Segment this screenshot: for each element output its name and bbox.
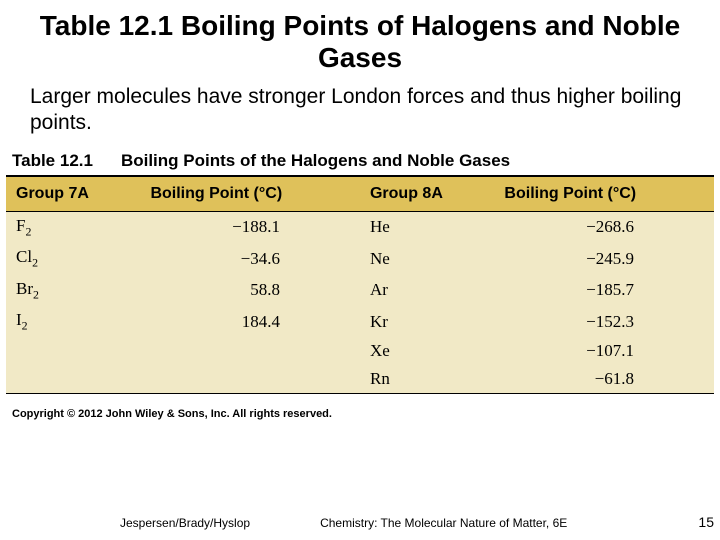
cell-bp7 bbox=[140, 337, 360, 365]
cell-group8a: Xe bbox=[360, 337, 494, 365]
slide-title: Table 12.1 Boiling Points of Halogens an… bbox=[0, 0, 720, 78]
cell-bp7: −34.6 bbox=[140, 243, 360, 274]
table-region: Table 12.1 Boiling Points of the Halogen… bbox=[0, 145, 720, 421]
cell-bp7 bbox=[140, 365, 360, 394]
table-row: Br258.8Ar−185.7 bbox=[6, 275, 714, 306]
table-header-row: Group 7A Boiling Point (°C) Group 8A Boi… bbox=[6, 176, 714, 212]
copyright-line: Copyright © 2012 John Wiley & Sons, Inc.… bbox=[6, 394, 714, 420]
footer-book: Chemistry: The Molecular Nature of Matte… bbox=[320, 516, 567, 530]
cell-bp8: −61.8 bbox=[494, 365, 714, 394]
cell-bp8: −107.1 bbox=[494, 337, 714, 365]
slide-subtitle: Larger molecules have stronger London fo… bbox=[0, 78, 720, 144]
cell-bp7: 58.8 bbox=[140, 275, 360, 306]
cell-group8a: Ar bbox=[360, 275, 494, 306]
boiling-points-table: Group 7A Boiling Point (°C) Group 8A Boi… bbox=[6, 175, 714, 395]
cell-bp8: −245.9 bbox=[494, 243, 714, 274]
table-row: Rn−61.8 bbox=[6, 365, 714, 394]
table-row: Xe−107.1 bbox=[6, 337, 714, 365]
col-group8a: Group 8A bbox=[360, 176, 494, 212]
cell-group7a bbox=[6, 337, 140, 365]
col-group7a: Group 7A bbox=[6, 176, 140, 212]
cell-group7a bbox=[6, 365, 140, 394]
table-caption-row: Table 12.1 Boiling Points of the Halogen… bbox=[6, 145, 714, 175]
cell-bp7: −188.1 bbox=[140, 211, 360, 243]
cell-group8a: Ne bbox=[360, 243, 494, 274]
cell-bp8: −152.3 bbox=[494, 306, 714, 337]
table-row: I2184.4Kr−152.3 bbox=[6, 306, 714, 337]
cell-bp7: 184.4 bbox=[140, 306, 360, 337]
slide-footer: Jespersen/Brady/Hyslop Chemistry: The Mo… bbox=[0, 516, 720, 530]
footer-authors: Jespersen/Brady/Hyslop bbox=[120, 516, 250, 530]
col-bp8: Boiling Point (°C) bbox=[494, 176, 714, 212]
cell-group7a: I2 bbox=[6, 306, 140, 337]
cell-group7a: F2 bbox=[6, 211, 140, 243]
table-row: Cl2−34.6Ne−245.9 bbox=[6, 243, 714, 274]
table-label: Table 12.1 bbox=[12, 151, 93, 171]
footer-page-number: 15 bbox=[698, 514, 714, 530]
cell-group7a: Br2 bbox=[6, 275, 140, 306]
cell-group8a: Kr bbox=[360, 306, 494, 337]
cell-bp8: −185.7 bbox=[494, 275, 714, 306]
cell-group7a: Cl2 bbox=[6, 243, 140, 274]
cell-group8a: Rn bbox=[360, 365, 494, 394]
table-title: Boiling Points of the Halogens and Noble… bbox=[121, 151, 510, 171]
col-bp7: Boiling Point (°C) bbox=[140, 176, 360, 212]
table-row: F2−188.1He−268.6 bbox=[6, 211, 714, 243]
cell-bp8: −268.6 bbox=[494, 211, 714, 243]
cell-group8a: He bbox=[360, 211, 494, 243]
